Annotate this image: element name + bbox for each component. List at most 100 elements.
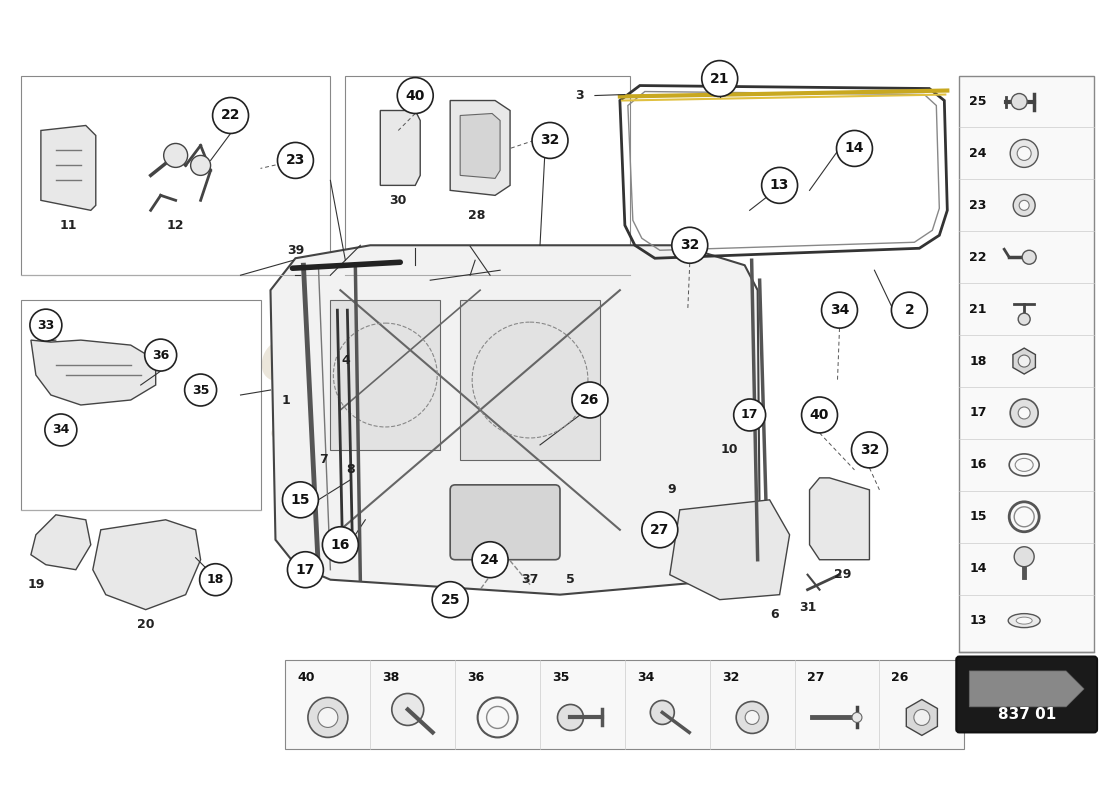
Text: 21: 21: [969, 302, 987, 316]
Text: 4: 4: [341, 354, 350, 366]
Text: 33: 33: [37, 318, 55, 332]
Text: 13: 13: [969, 614, 987, 627]
Text: 34: 34: [52, 423, 69, 437]
Circle shape: [145, 339, 177, 371]
Polygon shape: [460, 300, 600, 460]
Text: 36: 36: [152, 349, 169, 362]
Text: 15: 15: [290, 493, 310, 507]
Circle shape: [836, 130, 872, 166]
Circle shape: [851, 432, 888, 468]
FancyBboxPatch shape: [956, 657, 1097, 733]
Text: 18: 18: [969, 354, 987, 367]
Text: 6: 6: [770, 608, 779, 621]
Circle shape: [761, 167, 798, 203]
Polygon shape: [450, 101, 510, 195]
Text: 20: 20: [138, 618, 154, 631]
Text: 9: 9: [668, 483, 676, 496]
Circle shape: [822, 292, 858, 328]
Text: 22: 22: [969, 250, 987, 264]
Text: 14: 14: [845, 142, 865, 155]
Circle shape: [277, 142, 313, 178]
Circle shape: [891, 292, 927, 328]
FancyBboxPatch shape: [450, 485, 560, 560]
Polygon shape: [31, 515, 91, 570]
Circle shape: [572, 382, 608, 418]
Ellipse shape: [1016, 617, 1032, 624]
FancyBboxPatch shape: [959, 75, 1094, 651]
Circle shape: [212, 98, 249, 134]
Polygon shape: [969, 671, 1085, 707]
Circle shape: [558, 705, 583, 730]
Text: 24: 24: [481, 553, 499, 566]
Circle shape: [432, 582, 469, 618]
Polygon shape: [271, 246, 760, 594]
Circle shape: [322, 526, 359, 562]
Circle shape: [852, 713, 862, 722]
Text: 26: 26: [891, 671, 909, 684]
Circle shape: [1014, 546, 1034, 566]
Text: 27: 27: [650, 522, 670, 537]
Circle shape: [392, 694, 424, 726]
Polygon shape: [460, 114, 500, 178]
Text: 25: 25: [440, 593, 460, 606]
Text: 38: 38: [383, 671, 399, 684]
Circle shape: [185, 374, 217, 406]
Text: 13: 13: [770, 178, 790, 192]
Circle shape: [1018, 146, 1031, 161]
Text: 2: 2: [904, 303, 914, 317]
Circle shape: [287, 552, 323, 588]
Circle shape: [532, 122, 568, 158]
Circle shape: [1019, 407, 1031, 419]
Polygon shape: [41, 126, 96, 210]
Text: 28: 28: [469, 209, 486, 222]
Circle shape: [1020, 200, 1030, 210]
Text: 24: 24: [969, 147, 987, 160]
Circle shape: [914, 710, 929, 726]
Text: 5: 5: [565, 573, 574, 586]
Text: 7: 7: [319, 454, 328, 466]
Polygon shape: [31, 340, 156, 405]
Circle shape: [472, 542, 508, 578]
Text: 26: 26: [580, 393, 600, 407]
Circle shape: [1019, 313, 1031, 325]
Circle shape: [734, 399, 766, 431]
Circle shape: [1010, 139, 1038, 167]
Circle shape: [199, 564, 232, 596]
Text: 34: 34: [829, 303, 849, 317]
Circle shape: [1019, 355, 1031, 367]
Circle shape: [672, 227, 707, 263]
Polygon shape: [381, 110, 420, 186]
Text: 35: 35: [552, 671, 570, 684]
Circle shape: [308, 698, 348, 738]
Text: 8: 8: [346, 463, 354, 476]
Text: a passion for parts since 1965: a passion for parts since 1965: [270, 415, 730, 445]
Text: 16: 16: [331, 538, 350, 552]
Polygon shape: [906, 699, 937, 735]
Text: 17: 17: [741, 409, 758, 422]
Circle shape: [802, 397, 837, 433]
Circle shape: [30, 309, 62, 341]
Text: 37: 37: [521, 573, 539, 586]
Text: 23: 23: [969, 199, 987, 212]
Text: 40: 40: [406, 89, 425, 102]
Circle shape: [736, 702, 768, 734]
Circle shape: [702, 61, 738, 97]
Text: 19: 19: [28, 578, 45, 591]
Circle shape: [164, 143, 188, 167]
Circle shape: [318, 707, 338, 727]
Text: 40: 40: [297, 671, 315, 684]
Circle shape: [641, 512, 678, 548]
FancyBboxPatch shape: [286, 659, 965, 750]
Text: 40: 40: [810, 408, 829, 422]
Circle shape: [650, 701, 674, 725]
Text: 18: 18: [207, 573, 224, 586]
Text: 36: 36: [468, 671, 484, 684]
Text: 11: 11: [59, 219, 77, 232]
Ellipse shape: [1009, 614, 1041, 628]
Text: 30: 30: [389, 194, 407, 207]
Circle shape: [1010, 399, 1038, 427]
Text: 837 01: 837 01: [998, 706, 1056, 722]
Text: 17: 17: [296, 562, 315, 577]
Text: 32: 32: [860, 443, 879, 457]
Text: 16: 16: [969, 458, 987, 471]
